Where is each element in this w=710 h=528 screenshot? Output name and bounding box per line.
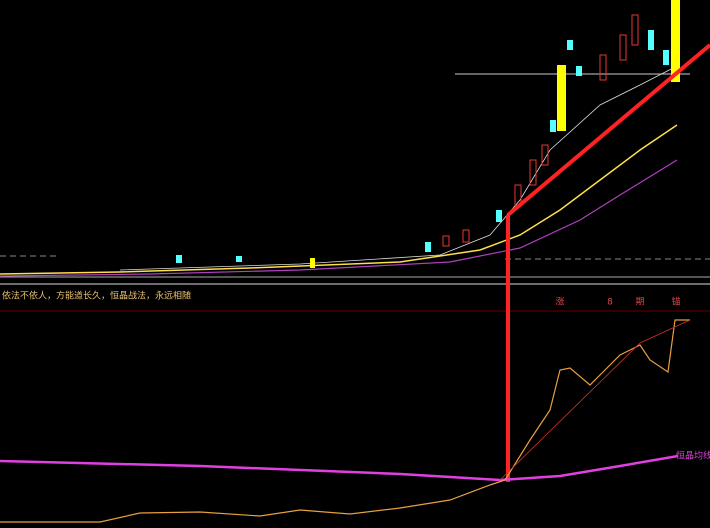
candle	[310, 258, 315, 268]
candle	[462, 229, 470, 243]
marker: 涨	[555, 297, 564, 308]
candle	[671, 0, 680, 82]
candle	[648, 30, 654, 50]
candle	[663, 50, 669, 65]
candle	[576, 66, 582, 76]
ma-line	[0, 124, 678, 275]
indicator-line	[499, 319, 691, 481]
ma-line	[119, 65, 678, 271]
candle	[442, 235, 450, 247]
candles	[176, 0, 680, 268]
candle	[541, 144, 549, 166]
candle	[619, 34, 627, 61]
trend-line	[506, 43, 710, 217]
marker: 期	[635, 297, 644, 308]
candle	[557, 65, 566, 131]
indicator-line	[0, 319, 690, 523]
candle	[631, 14, 639, 46]
caption: 依法不依人，方能道长久，恒晶战法，永远相随	[2, 290, 191, 302]
candle	[599, 54, 607, 81]
marker: 锚	[671, 296, 680, 308]
candle	[496, 210, 502, 222]
candle	[529, 159, 537, 186]
marker: 8	[607, 298, 613, 308]
indicator-label: 恒晶均线	[676, 450, 710, 462]
candle	[550, 120, 556, 132]
candle	[176, 255, 182, 263]
candle	[425, 242, 431, 252]
candle	[567, 40, 573, 50]
candle	[236, 256, 242, 262]
ma-line	[0, 159, 678, 277]
